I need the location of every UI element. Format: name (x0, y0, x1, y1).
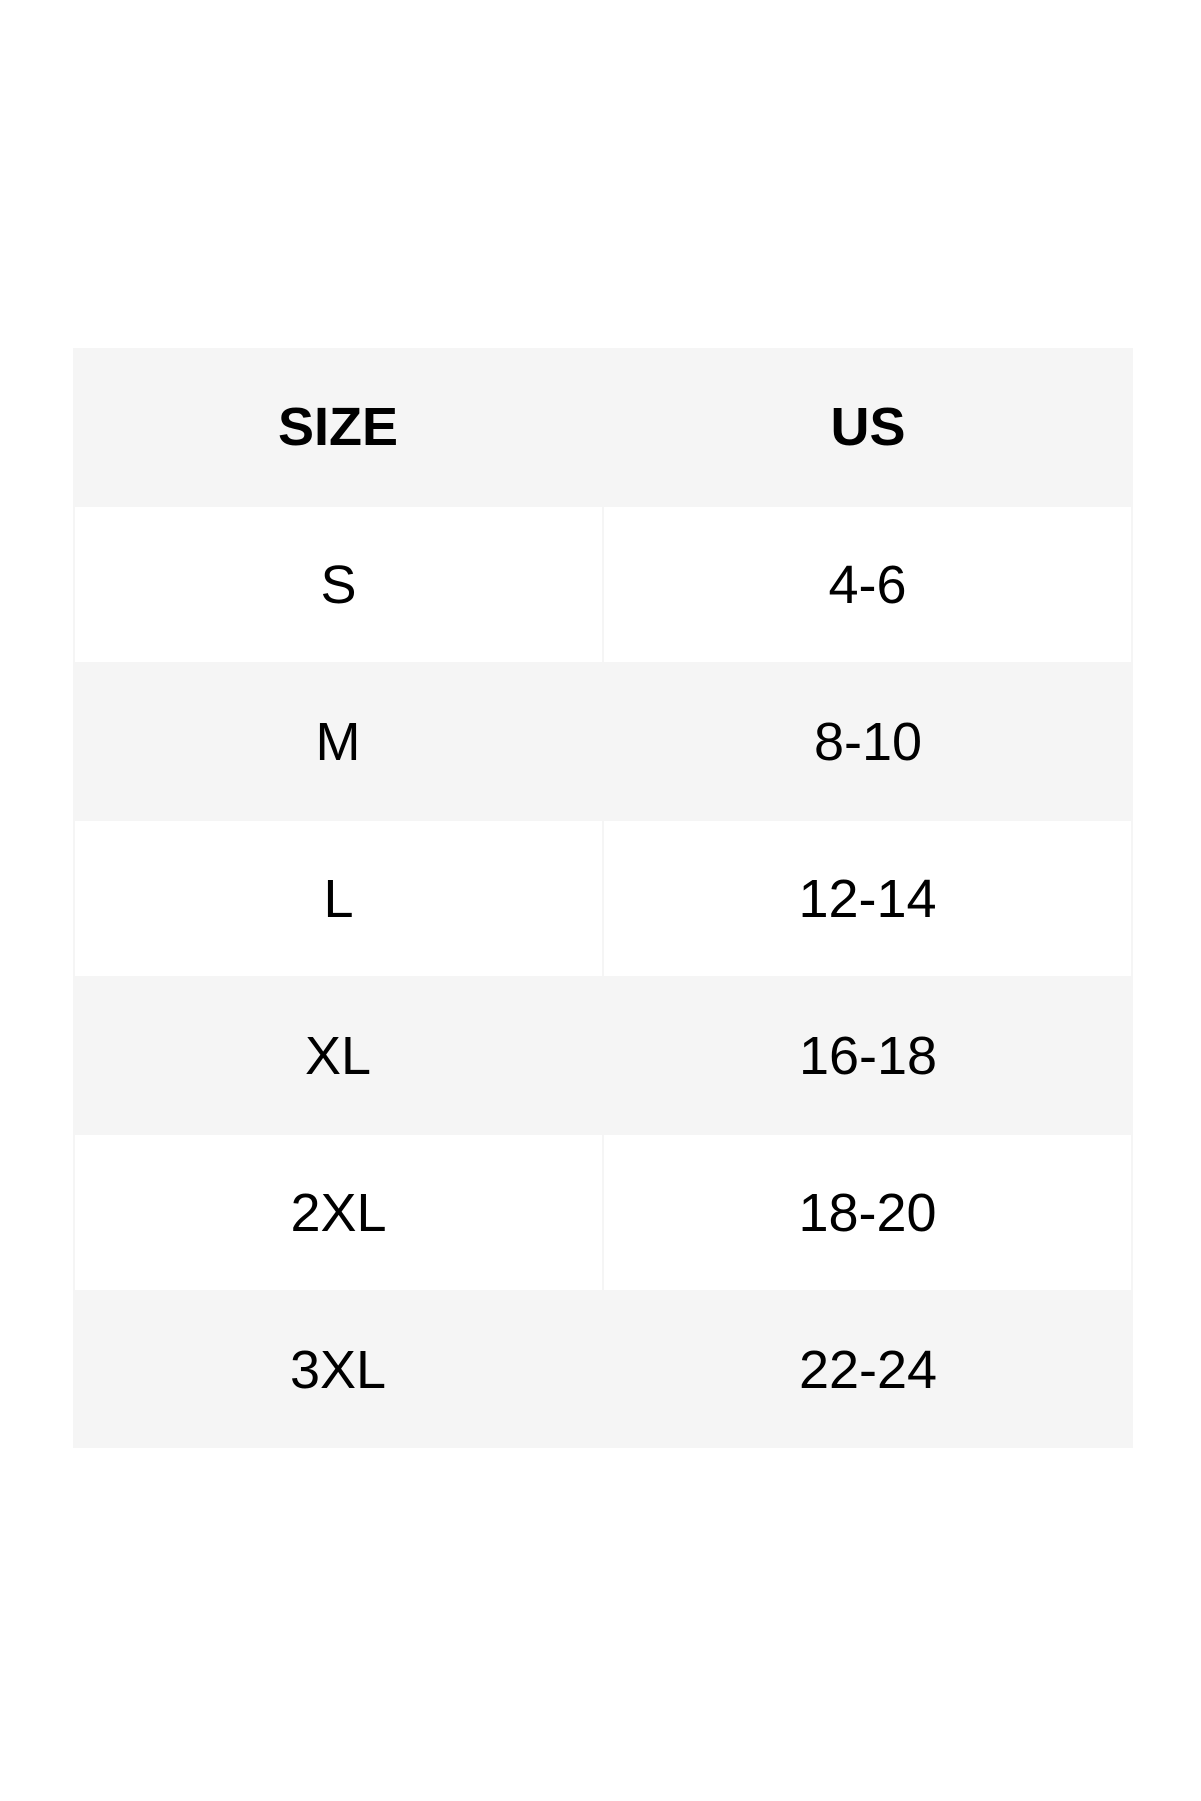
table-row: L 12-14 (73, 820, 1133, 977)
us-cell: 8-10 (813, 711, 923, 772)
size-chart-table: SIZE US S 4-6 M 8-10 L 12-14 XL 16-18 2X… (73, 348, 1133, 1448)
header-size: SIZE (277, 397, 399, 457)
us-cell: 12-14 (604, 821, 1131, 976)
size-cell: S (75, 507, 602, 662)
header-us: US (830, 397, 906, 457)
table-row: 3XL 22-24 (73, 1291, 1133, 1448)
us-cell: 18-20 (604, 1135, 1131, 1290)
us-cell: 4-6 (604, 507, 1131, 662)
size-cell: XL (304, 1025, 372, 1086)
us-cell: 22-24 (798, 1339, 938, 1400)
size-cell: L (75, 821, 602, 976)
size-cell: 3XL (289, 1339, 387, 1400)
us-cell: 16-18 (798, 1025, 938, 1086)
table-row: XL 16-18 (73, 977, 1133, 1134)
table-row: S 4-6 (73, 506, 1133, 663)
table-row: 2XL 18-20 (73, 1134, 1133, 1291)
size-cell: 2XL (75, 1135, 602, 1290)
table-row: M 8-10 (73, 663, 1133, 820)
table-header: SIZE US (73, 348, 1133, 506)
size-cell: M (315, 711, 361, 772)
